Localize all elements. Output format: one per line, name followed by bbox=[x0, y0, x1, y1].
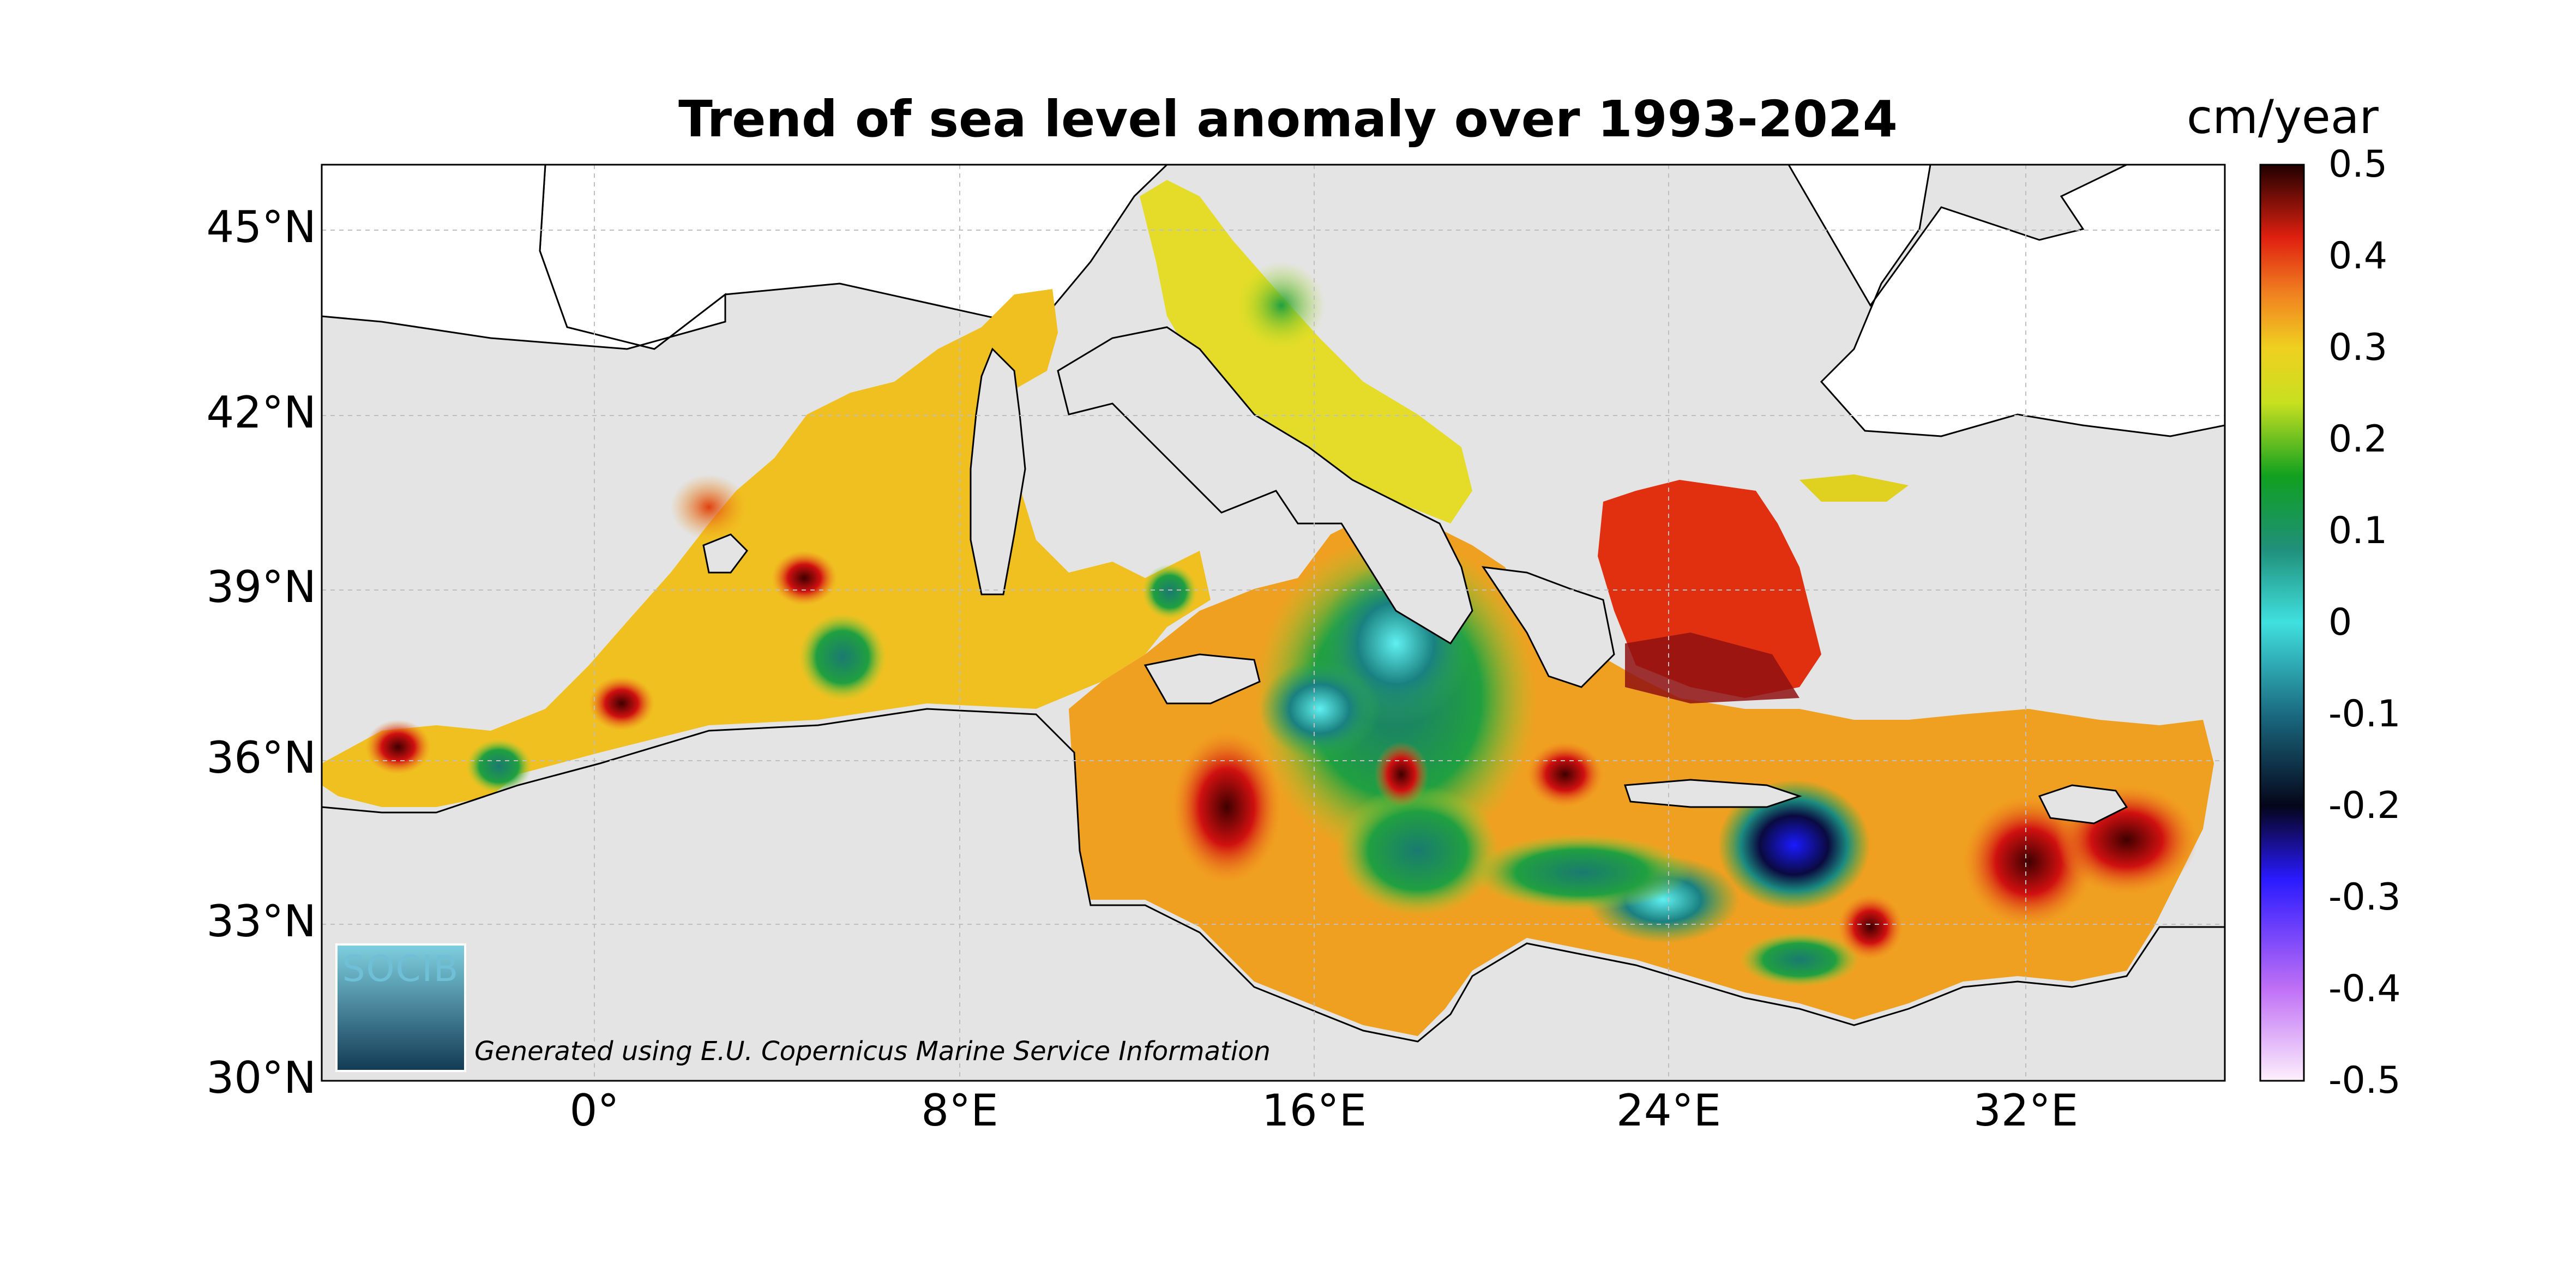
island-corsica-sardinia bbox=[970, 347, 1026, 595]
anomaly-west-red-2 bbox=[589, 676, 654, 731]
anomaly-red-ionian bbox=[1374, 742, 1429, 807]
anomaly-red-levant-3 bbox=[1838, 894, 1903, 960]
lon-tick-24e: 24°E bbox=[1616, 1085, 1722, 1136]
colorbar-unit: cm/year bbox=[2187, 90, 2379, 145]
copernicus-credit: Generated using E.U. Copernicus Marine S… bbox=[474, 1036, 1271, 1067]
socib-logo: SOCIB bbox=[336, 944, 465, 1071]
colorbar-tick-0.4: 0.4 bbox=[2328, 234, 2388, 278]
anomaly-west-red-1 bbox=[772, 551, 837, 605]
island-mallorca bbox=[702, 533, 748, 574]
basin-adriatic bbox=[1140, 180, 1472, 523]
aegean-dark-south bbox=[1625, 633, 1799, 703]
colorbar-tick-0: 0 bbox=[2328, 601, 2352, 644]
land-greece bbox=[1481, 566, 1615, 688]
marmara bbox=[1799, 474, 1909, 502]
lat-tick-42: 42°N bbox=[206, 387, 316, 438]
map-title: Trend of sea level anomaly over 1993-202… bbox=[678, 90, 1898, 148]
lon-tick-0: 0° bbox=[569, 1085, 619, 1136]
colorbar-tick-minus-0.2: -0.2 bbox=[2328, 784, 2401, 827]
socib-logo-text: SOCIB bbox=[342, 948, 460, 990]
anomaly-adriatic-green bbox=[1238, 262, 1325, 349]
lat-tick-30: 30°N bbox=[206, 1052, 316, 1103]
lon-tick-8e: 8°E bbox=[921, 1085, 998, 1136]
colorbar-tick-0.2: 0.2 bbox=[2328, 418, 2388, 461]
lon-tick-32e: 32°E bbox=[1973, 1085, 2079, 1136]
land-black-sea-coast bbox=[1787, 165, 2225, 437]
land-iberia bbox=[322, 165, 726, 350]
island-sicily bbox=[1143, 653, 1261, 705]
lat-tick-39: 39°N bbox=[206, 562, 316, 612]
lat-tick-45: 45°N bbox=[206, 202, 316, 252]
anomaly-alboran-red bbox=[365, 720, 431, 774]
anomaly-ionian-cyan-2 bbox=[1260, 660, 1380, 758]
colorbar-tick-minus-0.4: -0.4 bbox=[2328, 967, 2401, 1010]
anomaly-alboran-teal bbox=[466, 739, 532, 793]
colorbar-tick-0.3: 0.3 bbox=[2328, 326, 2388, 369]
island-cyprus bbox=[2038, 784, 2128, 824]
colorbar-tick-minus-0.1: -0.1 bbox=[2328, 693, 2401, 736]
plot-frame bbox=[321, 164, 2226, 1082]
anomaly-west-orange bbox=[671, 474, 747, 540]
anomaly-levantine-blue bbox=[1718, 780, 1870, 911]
anomaly-teal-south-2 bbox=[1740, 932, 1859, 987]
lat-tick-36: 36°N bbox=[206, 732, 316, 783]
anomaly-teal-band bbox=[1472, 834, 1690, 911]
lon-tick-16e: 16°E bbox=[1261, 1085, 1367, 1136]
anomaly-tyrrhenian-green bbox=[1142, 564, 1197, 619]
colorbar-tick-minus-0.3: -0.3 bbox=[2328, 876, 2401, 919]
colorbar-tick-0.5: 0.5 bbox=[2328, 143, 2388, 186]
land-north-africa bbox=[322, 708, 2225, 1081]
colorbar-tick-0.1: 0.1 bbox=[2328, 509, 2388, 552]
colorbar bbox=[2259, 164, 2305, 1082]
colorbar-tick-minus-0.5: -0.5 bbox=[2328, 1059, 2401, 1102]
grid bbox=[322, 165, 2225, 1081]
socib-logo-icon bbox=[335, 943, 466, 1072]
anomaly-red-sicily bbox=[1172, 731, 1281, 883]
anomaly-balearic-green bbox=[799, 613, 886, 701]
lat-tick-33: 33°N bbox=[206, 896, 316, 947]
anomaly-ionian-teal-south bbox=[1336, 785, 1500, 916]
anomaly-red-crete bbox=[1527, 742, 1603, 807]
land-italy bbox=[1057, 326, 1473, 645]
